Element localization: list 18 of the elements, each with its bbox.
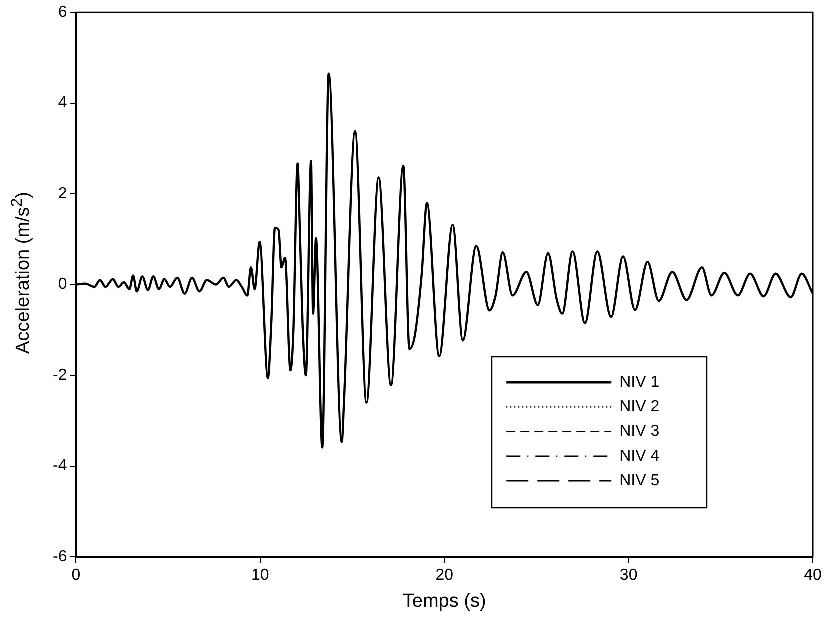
y-tick-label: -4 bbox=[52, 458, 68, 475]
y-tick-label: 0 bbox=[58, 276, 68, 294]
legend-label: NIV 5 bbox=[620, 472, 660, 490]
x-tick-label: 20 bbox=[436, 567, 454, 584]
legend-label: NIV 3 bbox=[620, 423, 660, 440]
legend-label: NIV 2 bbox=[620, 398, 660, 416]
x-axis-title: Temps (s) bbox=[402, 590, 486, 612]
y-tick-label: 4 bbox=[58, 94, 68, 112]
y-tick-label: -6 bbox=[52, 548, 68, 566]
x-tick-label: 10 bbox=[252, 567, 270, 584]
x-tick-label: 30 bbox=[620, 567, 638, 584]
text: NIV 1 bbox=[620, 374, 660, 392]
y-tick-label: 2 bbox=[58, 185, 68, 202]
y-tick-label: 6 bbox=[58, 4, 68, 22]
x-tick-label: 0 bbox=[72, 567, 81, 584]
y-tick-label: -2 bbox=[52, 366, 68, 384]
legend-label: NIV 4 bbox=[620, 448, 660, 465]
x-tick-label: 40 bbox=[804, 567, 822, 584]
